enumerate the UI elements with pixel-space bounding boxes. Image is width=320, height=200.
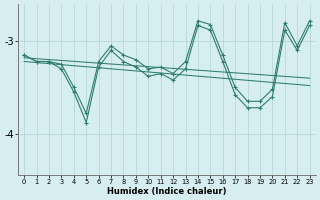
X-axis label: Humidex (Indice chaleur): Humidex (Indice chaleur) bbox=[107, 187, 227, 196]
